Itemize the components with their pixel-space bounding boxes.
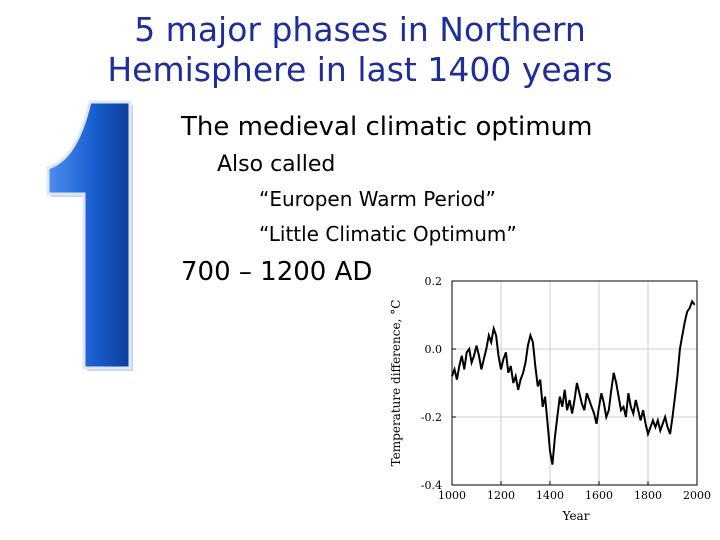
- numeral-label: 1: [40, 98, 41, 99]
- bullet-alias-2: “Little Climatic Optimum”: [259, 222, 517, 246]
- title-line-2: Hemisphere in last 1400 years: [107, 50, 613, 89]
- bullet-main: The medieval climatic optimum: [181, 112, 593, 142]
- x-tick-label: 1200: [487, 489, 515, 502]
- numeral-one-graphic: 1: [40, 98, 133, 371]
- x-tick-label: 2000: [683, 489, 711, 502]
- y-tick-label: -0.4: [421, 479, 442, 492]
- chart-grid: [451, 280, 698, 486]
- plot-frame: [451, 280, 698, 486]
- chart-ticks: 1000 1200 1400 1600 1800 2000 0.2 0.0 -0.2 -0.4: [421, 275, 711, 502]
- x-axis-label: Year: [562, 509, 590, 523]
- bullet-alias-1: “Europen Warm Period”: [259, 187, 496, 211]
- x-tick-label: 1800: [634, 489, 662, 502]
- x-tick-label: 1000: [438, 489, 466, 502]
- slide-title: 5 major phases in Northern Hemisphere in…: [0, 10, 720, 90]
- series-line: [451, 299, 696, 465]
- x-tick-label: 1400: [536, 489, 564, 502]
- y-tick-label: 0.0: [425, 343, 443, 356]
- y-tick-label: -0.2: [421, 411, 442, 424]
- x-tick-label: 1600: [585, 489, 613, 502]
- y-tick-label: 0.2: [425, 275, 443, 288]
- temperature-chart: 1000 1200 1400 1600 1800 2000 0.2 0.0 -0.2 -0.4 Y…: [389, 275, 711, 523]
- bullet-period: 700 – 1200 AD: [181, 257, 373, 287]
- y-axis-label: Temperature difference, °C: [389, 300, 403, 467]
- title-line-1: 5 major phases in Northern: [134, 10, 586, 49]
- bullet-sub: Also called: [217, 152, 336, 177]
